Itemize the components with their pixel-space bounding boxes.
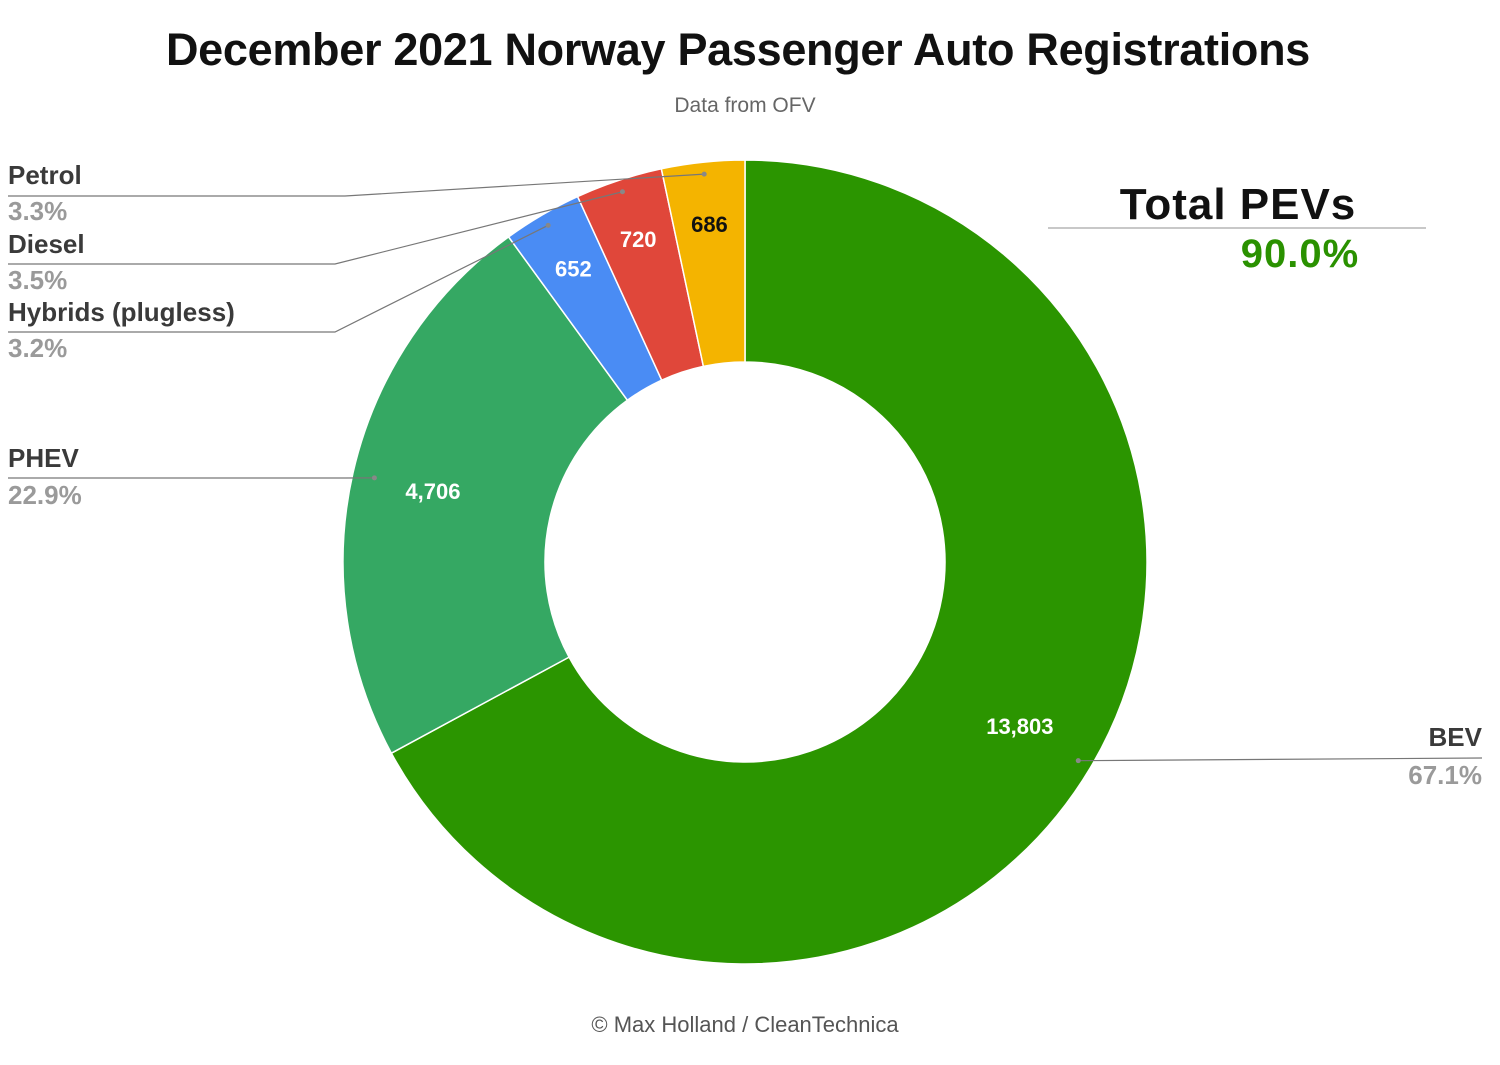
legend-label-petrol: Petrol (8, 160, 82, 190)
value-label-hybrids-plugless: 652 (555, 256, 592, 281)
chart-credit: © Max Holland / CleanTechnica (591, 1012, 899, 1037)
legend-percent-diesel: 3.5% (8, 265, 68, 295)
legend-label-diesel: Diesel (8, 229, 85, 259)
value-label-phev: 4,706 (405, 479, 460, 504)
legend-label-hybrids: Hybrids (plugless) (8, 297, 235, 327)
leader-dot (371, 475, 377, 481)
leader-line-petrol (8, 173, 705, 197)
leader-dot (545, 222, 551, 228)
legend-percent-bev: 67.1% (1408, 760, 1482, 790)
legend-percent-petrol: 3.3% (8, 196, 68, 226)
leader-dot (701, 171, 707, 177)
value-label-petrol: 686 (691, 212, 728, 237)
leader-line-diesel (8, 191, 623, 265)
legend-label-phev: PHEV (8, 443, 79, 473)
leader-dot (1075, 758, 1081, 764)
total-pevs-divider (1048, 227, 1426, 229)
leader-line-bev (1078, 757, 1483, 762)
legend-label-bev: BEV (1428, 722, 1482, 752)
legend-percent-hybrids: 3.2% (8, 333, 68, 363)
leader-line-hybrids-plugless (8, 224, 549, 333)
leader-lines (8, 171, 1483, 764)
chart-title: December 2021 Norway Passenger Auto Regi… (165, 24, 1311, 75)
slice-bev (390, 159, 1148, 965)
value-label-diesel: 720 (620, 227, 657, 252)
total-pevs-label: Total PEVs (1119, 180, 1357, 229)
chart-subtitle: Data from OFV (674, 94, 816, 117)
slice-phev (342, 235, 629, 755)
total-pevs-value: 90.0% (1240, 232, 1360, 276)
slice-value-labels: 13,803 4,706 652 720 686 (405, 212, 1053, 739)
leader-dot (619, 189, 625, 195)
donut-slices (342, 159, 1148, 965)
value-label-bev: 13,803 (986, 714, 1053, 739)
legend-percent-phev: 22.9% (8, 480, 82, 510)
slice-petrol (660, 159, 746, 368)
